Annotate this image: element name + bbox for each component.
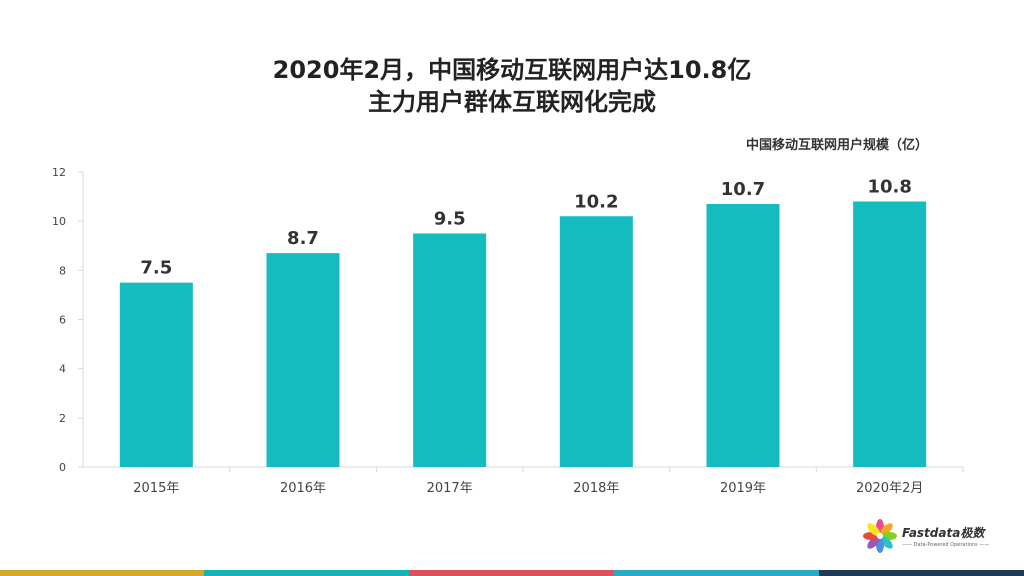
logo-name: Fastdata极数 [902, 526, 985, 540]
bar-value-label: 10.7 [721, 179, 765, 200]
bar-value-label: 10.2 [574, 191, 618, 212]
chart-title-line-2: 主力用户群体互联网化完成 [368, 88, 656, 116]
unit-label: 中国移动互联网用户规模（亿） [745, 138, 928, 153]
y-tick-label: 4 [59, 363, 66, 376]
bar [706, 203, 780, 468]
y-tick-label: 2 [59, 412, 66, 425]
x-tick-label: 2015年 [133, 481, 179, 496]
bar-value-label: 7.5 [140, 258, 172, 279]
footer-color-segment [409, 570, 614, 576]
logo-petal [867, 523, 880, 536]
fastdata-logo: Fastdata极数 —— Data-Powered Operations —— [862, 516, 992, 556]
footer-color-segment [0, 570, 204, 576]
footer-color-segment [614, 570, 819, 576]
logo-petal [880, 536, 893, 549]
logo-petal [880, 523, 893, 536]
bar-value-label: 10.8 [867, 177, 911, 198]
pinwheel-flower-icon [863, 519, 897, 553]
bar [559, 216, 633, 467]
x-tick-label: 2018年 [573, 481, 619, 496]
bar [413, 233, 487, 467]
logo-tagline: —— Data-Powered Operations —— [902, 542, 990, 548]
y-tick-label: 6 [59, 314, 66, 327]
logo-petal [867, 536, 880, 549]
y-tick-label: 12 [52, 166, 66, 179]
footer-color-segment [204, 570, 409, 576]
x-tick-label: 2016年 [280, 481, 326, 496]
bar [266, 253, 340, 467]
bar-value-label: 9.5 [434, 208, 466, 229]
footer-color-bar [0, 570, 1024, 576]
x-tick-label: 2019年 [720, 481, 766, 496]
y-tick-label: 8 [59, 264, 66, 277]
bar [853, 201, 927, 467]
y-tick-label: 0 [59, 461, 66, 474]
y-tick-label: 10 [52, 215, 66, 228]
bar-value-label: 8.7 [287, 228, 319, 249]
footer-color-segment [819, 570, 1024, 576]
x-tick-label: 2020年2月 [856, 481, 923, 496]
chart-title-line-1: 2020年2月，中国移动互联网用户达10.8亿 [272, 56, 752, 84]
bar [119, 282, 193, 467]
logo-center [877, 533, 883, 539]
x-tick-label: 2017年 [427, 481, 473, 496]
